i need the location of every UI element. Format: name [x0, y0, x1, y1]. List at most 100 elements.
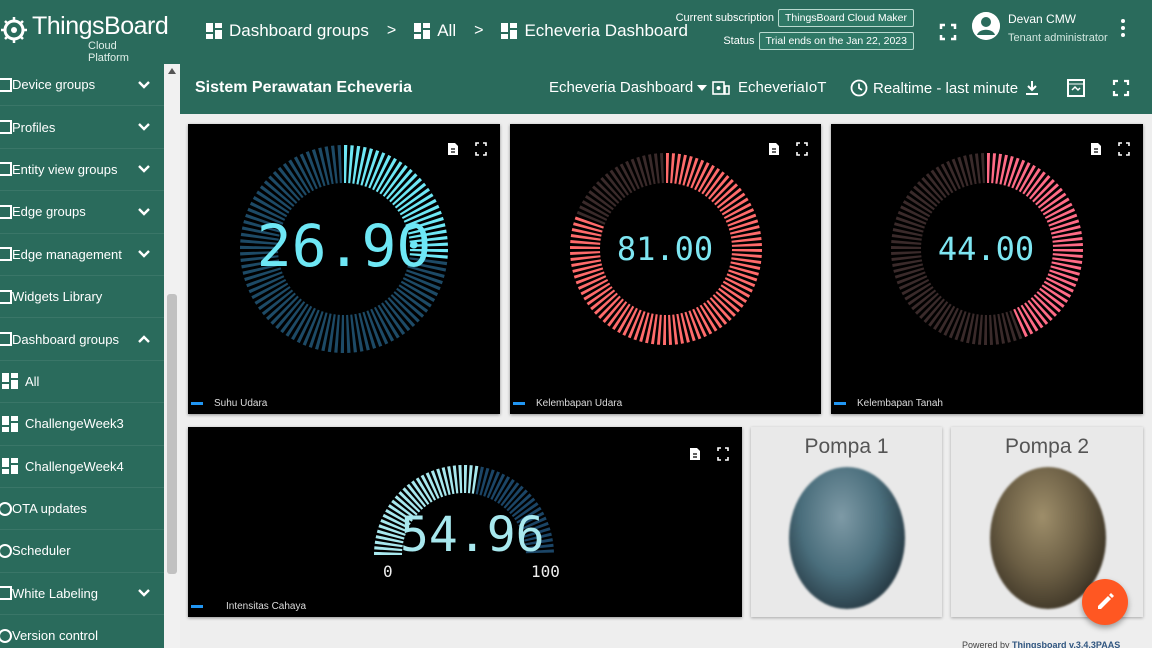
chevron-down-icon[interactable] [138, 208, 150, 216]
suhu-tick [340, 314, 344, 353]
widget-fullscreen-icon[interactable] [1118, 142, 1130, 156]
gauge-max-label: 100 [531, 562, 560, 581]
kelembapan-tanah-tick [1030, 297, 1053, 322]
widget-fullscreen-icon[interactable] [475, 142, 487, 156]
sidebar-item-white-labeling[interactable]: White Labeling [0, 573, 164, 616]
intensitas-tick [394, 495, 418, 516]
dashboard-icon [0, 332, 12, 347]
led-indicator-pompa-2[interactable] [990, 467, 1106, 609]
dropdown-arrow-icon [697, 84, 708, 91]
sidebar-item-all[interactable]: All [0, 361, 164, 404]
suhu-tick [241, 226, 280, 237]
fullscreen-dashboard-icon[interactable] [1112, 79, 1130, 97]
intensitas-tick [385, 508, 411, 526]
intensitas-tick [518, 511, 545, 528]
intensitas-tick [452, 465, 459, 494]
intensitas-tick [380, 518, 408, 533]
sidebar-item-profiles[interactable]: Profiles [0, 106, 164, 149]
sidebar-item-ota-updates[interactable]: OTA updates [0, 488, 164, 531]
kelembapan-tanah-tick [957, 156, 969, 187]
entity-alias-selector[interactable]: EcheveriaIoT [712, 79, 826, 96]
kelembapan-tanah-tick [974, 153, 981, 184]
intensitas-tick [479, 467, 490, 496]
chevron-down-icon[interactable] [138, 165, 150, 174]
sidebar-item-label: ChallengeWeek3 [25, 416, 124, 432]
thingsboard-logo[interactable]: ThingsBoard Cloud Platform [0, 8, 169, 64]
scroll-up-icon[interactable] [168, 68, 176, 74]
kelembapan-udara-tick [720, 284, 748, 303]
led-indicator-pompa-1[interactable] [789, 467, 905, 609]
footer-version-link[interactable]: Thingsboard v.3.4.3PAAS [1012, 640, 1121, 648]
kelembapan-tanah-tick [948, 309, 963, 339]
chevron-down-icon[interactable] [138, 589, 150, 598]
sidebar-item-widgets-library[interactable]: Widgets Library [0, 276, 164, 319]
dashboard-grid-icon [2, 415, 18, 432]
kelembapan-tanah-tick [997, 313, 1005, 344]
download-icon[interactable] [1023, 79, 1041, 97]
subscription-badge[interactable]: ThingsBoard Cloud Maker [778, 9, 914, 27]
kelembapan-udara-tick [715, 291, 740, 313]
export-data-icon[interactable] [447, 142, 459, 156]
export-image-icon[interactable] [1066, 78, 1086, 98]
export-data-icon[interactable] [689, 447, 701, 461]
kelembapan-udara-tick [703, 302, 723, 329]
kelembapan-tanah-tick [1052, 242, 1083, 247]
chevron-down-icon[interactable] [138, 250, 150, 258]
kelembapan-udara-tick [592, 185, 617, 207]
user-menu[interactable]: Devan CMW Tenant administrator [972, 10, 1132, 54]
subscription-info: Current subscription ThingsBoard Cloud M… [664, 8, 914, 54]
more-vert-icon[interactable] [1120, 18, 1126, 38]
sidebar-item-dashboard-groups[interactable]: Dashboard groups [0, 318, 164, 361]
chevron-down-icon[interactable] [138, 80, 150, 89]
suhu-tick [240, 245, 279, 249]
kelembapan-tanah-tick [954, 311, 967, 341]
kelembapan-udara-tick [619, 163, 637, 192]
timewindow-selector[interactable]: Realtime - last minute [850, 79, 1018, 97]
sidebar-item-challengeweek4[interactable]: ChallengeWeek4 [0, 446, 164, 488]
suhu-tick [291, 305, 313, 341]
widget-fullscreen-icon[interactable] [717, 447, 729, 461]
dashboard-selector[interactable]: Echeveria Dashboard [549, 79, 708, 96]
gauge-min-label: 0 [383, 562, 393, 581]
sidebar-item-edge-management[interactable]: Edge management [0, 234, 164, 276]
kelembapan-tanah-tick [1042, 197, 1070, 216]
export-data-icon[interactable] [1090, 142, 1102, 156]
sidebar-item-entity-view-groups[interactable]: Entity view groups [0, 149, 164, 192]
sidebar-item-version-control[interactable]: Version control [0, 615, 164, 648]
suhu-tick [375, 157, 397, 193]
export-data-icon[interactable] [768, 142, 780, 156]
sidebar-item-device-groups[interactable]: Device groups [0, 64, 164, 107]
suhu-tick [402, 277, 439, 297]
chevron-up-icon[interactable] [138, 335, 150, 343]
chevron-down-icon[interactable] [138, 123, 150, 131]
sidebar-item-scheduler[interactable]: Scheduler [0, 530, 164, 573]
kelembapan-udara-tick [656, 314, 662, 345]
edit-dashboard-button[interactable] [1082, 579, 1128, 625]
kelembapan-udara-tick [704, 171, 725, 197]
device-groups-icon [0, 77, 12, 92]
sidebar-item-edge-groups[interactable]: Edge groups [0, 191, 164, 234]
scroll-thumb[interactable] [167, 294, 177, 574]
kelembapan-udara-tick [672, 314, 679, 345]
gauge-value-intensitas: 54.96 [400, 507, 545, 563]
widget-fullscreen-icon[interactable] [796, 142, 808, 156]
fullscreen-icon[interactable] [938, 22, 958, 42]
suhu-tick [352, 145, 361, 184]
suhu-tick [409, 249, 448, 253]
logo-subtitle: Cloud Platform [88, 40, 129, 64]
kelembapan-tanah-tick [917, 181, 941, 204]
kelembapan-udara-tick [719, 192, 746, 212]
suhu-tick [400, 280, 436, 302]
kelembapan-tanah-tick [1016, 306, 1034, 335]
sidebar-scrollbar[interactable] [164, 64, 180, 648]
suhu-tick [406, 216, 444, 231]
kelembapan-udara-tick [602, 298, 624, 323]
breadcrumb-current[interactable]: Echeveria Dashboard [501, 21, 688, 41]
white-labeling-icon [0, 586, 12, 601]
kelembapan-udara-tick [686, 157, 699, 187]
breadcrumb-dashboard-groups[interactable]: Dashboard groups [206, 21, 369, 41]
suhu-tick [305, 151, 322, 188]
breadcrumb-all[interactable]: All [414, 21, 456, 41]
sidebar-item-challengeweek3[interactable]: ChallengeWeek3 [0, 403, 164, 446]
intensitas-tick [374, 546, 403, 552]
